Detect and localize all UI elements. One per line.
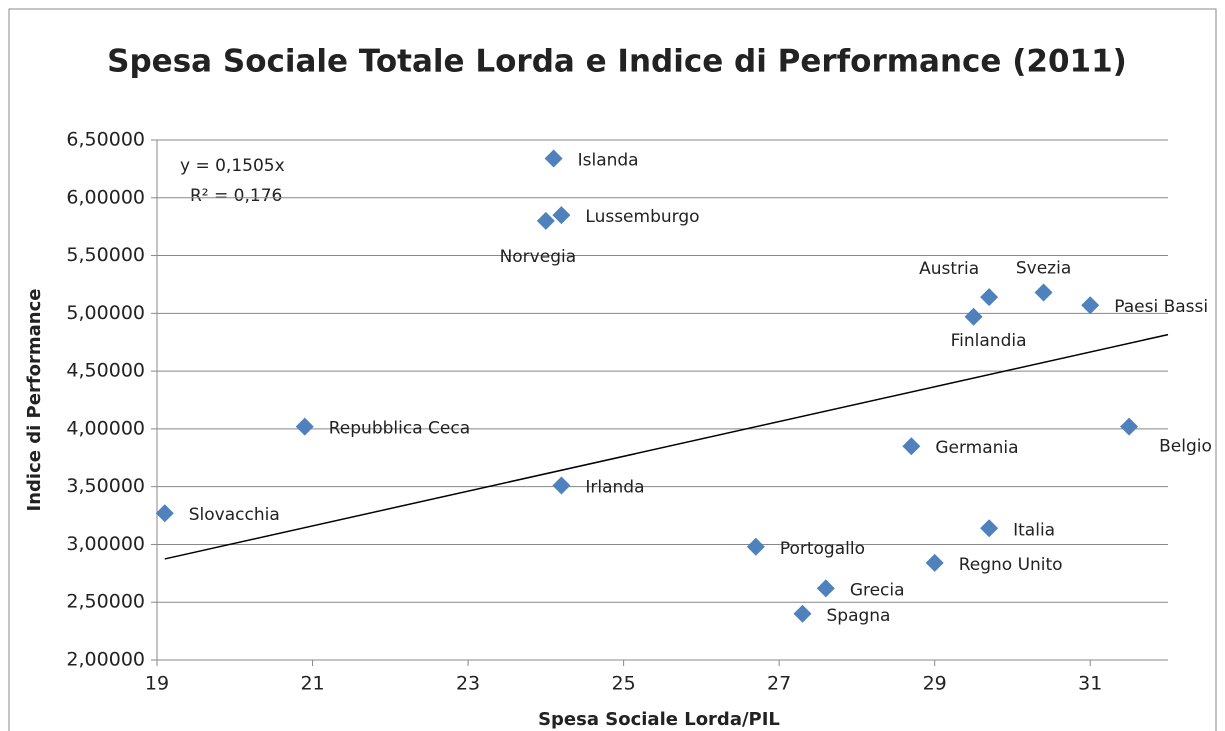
point-label: Norvegia (500, 247, 577, 267)
data-point (295, 417, 314, 436)
data-point (793, 604, 812, 623)
data-point (925, 553, 944, 572)
point-label: Slovacchia (189, 505, 280, 525)
y-tick-label: 6,50000 (66, 129, 145, 151)
y-tick-label: 6,00000 (66, 186, 145, 208)
y-tick-label: 2,00000 (66, 649, 145, 671)
data-point (980, 288, 999, 307)
data-point (1034, 283, 1053, 302)
data-point (816, 579, 835, 598)
x-axis-title: Spesa Sociale Lorda/PIL (538, 709, 780, 730)
y-tick-label: 4,00000 (66, 417, 145, 439)
y-tick-label: 3,50000 (66, 475, 145, 497)
point-label: Austria (919, 259, 979, 279)
data-point (980, 519, 999, 538)
chart-title: Spesa Sociale Totale Lorda e Indice di P… (107, 44, 1127, 80)
point-label: Grecia (850, 580, 905, 600)
point-label: Italia (1013, 520, 1055, 540)
data-point (155, 504, 174, 523)
point-label: Spagna (826, 606, 890, 626)
data-point (552, 476, 571, 495)
y-axis-title: Indice di Performance (24, 289, 45, 512)
x-tick-label: 25 (612, 673, 636, 695)
x-tick-label: 21 (300, 673, 324, 695)
point-label: Finlandia (951, 331, 1027, 351)
data-point (552, 206, 571, 225)
x-tick-label: 23 (456, 673, 480, 695)
data-point (964, 307, 983, 326)
data-point (544, 149, 563, 168)
point-label: Regno Unito (959, 555, 1063, 575)
data-point (746, 537, 765, 556)
data-point (902, 437, 921, 456)
point-label: Irlanda (585, 478, 644, 498)
trendline (164, 333, 1169, 560)
point-label: Belgio (1159, 437, 1212, 457)
trendline-r2: R² = 0,176 (190, 186, 282, 206)
point-label: Germania (935, 438, 1018, 458)
y-tick-label: 4,50000 (66, 360, 145, 382)
data-point (536, 211, 555, 230)
y-tick-label: 3,00000 (66, 533, 145, 555)
y-tick-label: 2,50000 (66, 591, 145, 613)
trendline-equation: y = 0,1505x (180, 156, 285, 176)
point-label: Portogallo (780, 539, 865, 559)
chart-frame (8, 8, 1217, 731)
x-tick-label: 29 (923, 673, 947, 695)
point-label: Svezia (1016, 259, 1071, 279)
x-tick-label: 27 (767, 673, 791, 695)
data-point (1081, 296, 1100, 315)
x-tick-label: 19 (145, 673, 169, 695)
point-label: Paesi Bassi (1114, 297, 1208, 317)
x-tick-label: 31 (1078, 673, 1102, 695)
y-tick-label: 5,00000 (66, 302, 145, 324)
y-tick-label: 5,50000 (66, 244, 145, 266)
point-label: Islanda (578, 150, 639, 170)
data-point (1120, 417, 1139, 436)
point-label: Lussemburgo (585, 207, 699, 227)
point-label: Repubblica Ceca (329, 419, 470, 439)
